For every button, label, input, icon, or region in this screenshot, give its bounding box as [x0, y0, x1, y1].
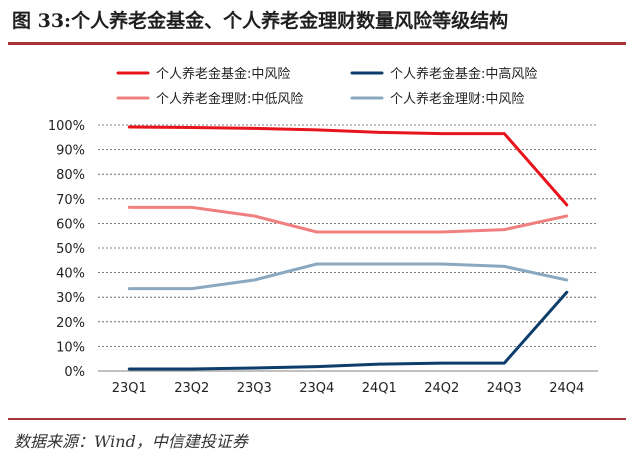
- x-tick-label: 24Q3: [487, 381, 522, 396]
- x-tick-label: 24Q2: [424, 381, 459, 396]
- series-lines: [127, 125, 569, 371]
- x-tick-label: 24Q1: [362, 381, 397, 396]
- x-tick-label: 24Q4: [549, 381, 584, 396]
- x-tick-label: 23Q3: [237, 381, 272, 396]
- series-line-4: [127, 262, 569, 291]
- y-tick-label: 100%: [48, 119, 85, 134]
- x-tick-label: 23Q1: [112, 381, 147, 396]
- gridlines: [98, 124, 598, 347]
- series-line-1: [127, 125, 569, 207]
- footer-divider: [8, 418, 626, 420]
- x-tick-label: 23Q4: [299, 381, 334, 396]
- y-tick-label: 90%: [56, 144, 85, 159]
- x-axis: 23Q1 23Q2 23Q3 23Q4 24Q1 24Q2 24Q3 24Q4: [98, 370, 598, 396]
- figure-title: 图 33:个人养老金基金、个人养老金理财数量风险等级结构: [12, 10, 509, 32]
- series-line-2: [127, 290, 569, 371]
- legend-item: 个人养老金理财:中风险: [350, 91, 524, 107]
- legend-label: 个人养老金基金:中风险: [156, 66, 290, 82]
- y-tick-label: 30%: [56, 291, 85, 306]
- y-tick-label: 70%: [56, 193, 85, 208]
- legend-item: 个人养老金理财:中低风险: [116, 91, 303, 107]
- legend-item: 个人养老金基金:中风险: [116, 66, 290, 82]
- y-tick-label: 0%: [64, 365, 85, 380]
- y-tick-label: 40%: [56, 267, 85, 282]
- legend-label: 个人养老金理财:中低风险: [156, 91, 303, 107]
- y-tick-label: 10%: [56, 340, 85, 355]
- series-line-3: [127, 205, 569, 234]
- y-axis: 0% 10% 20% 30% 40% 50% 60% 70% 80% 90% 100%: [48, 119, 85, 380]
- y-tick-label: 80%: [56, 168, 85, 183]
- legend-item: 个人养老金基金:中高风险: [350, 66, 537, 82]
- legend-label: 个人养老金理财:中风险: [390, 91, 524, 107]
- legend-label: 个人养老金基金:中高风险: [390, 66, 537, 82]
- source-note: 数据来源：Wind，中信建投证券: [14, 432, 248, 451]
- chart-area: 个人养老金基金:中风险 个人养老金基金:中高风险个人养老金理财:中低风险 个人养老金…: [0, 46, 634, 416]
- y-tick-label: 20%: [56, 316, 85, 331]
- y-tick-label: 50%: [56, 242, 85, 257]
- y-tick-label: 60%: [56, 217, 85, 232]
- x-tick-label: 23Q2: [174, 381, 209, 396]
- title-divider: [8, 42, 626, 45]
